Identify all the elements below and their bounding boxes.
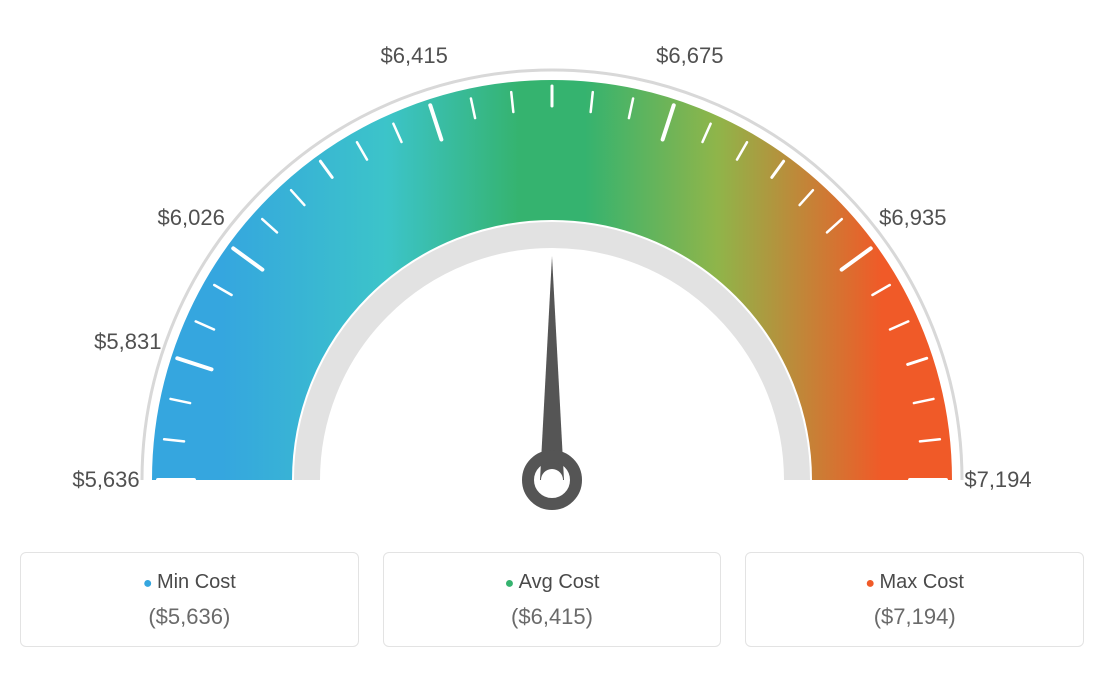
avg-cost-label: Avg Cost [394, 571, 711, 594]
max-cost-card: Max Cost ($7,194) [745, 552, 1084, 647]
gauge-tick-label: $5,636 [72, 467, 139, 493]
avg-cost-value: ($6,415) [394, 604, 711, 630]
max-cost-label: Max Cost [756, 571, 1073, 594]
gauge-tick-label: $6,026 [158, 205, 225, 231]
gauge-tick-label: $5,831 [94, 329, 161, 355]
min-cost-value: ($5,636) [31, 604, 348, 630]
gauge-svg [22, 20, 1082, 540]
gauge-tick-label: $6,675 [656, 43, 723, 69]
min-cost-card: Min Cost ($5,636) [20, 552, 359, 647]
gauge-chart: $5,636 $5,831 $6,026 $6,415 $6,675 $6,935 $7,1… [22, 20, 1082, 540]
gauge-tick-label: $7,194 [964, 467, 1031, 493]
summary-cards: Min Cost ($5,636) Avg Cost ($6,415) Max … [20, 552, 1084, 647]
gauge-tick-label: $6,935 [879, 205, 946, 231]
avg-cost-card: Avg Cost ($6,415) [383, 552, 722, 647]
gauge-tick-label: $6,415 [381, 43, 448, 69]
min-cost-label: Min Cost [31, 571, 348, 594]
max-cost-value: ($7,194) [756, 604, 1073, 630]
